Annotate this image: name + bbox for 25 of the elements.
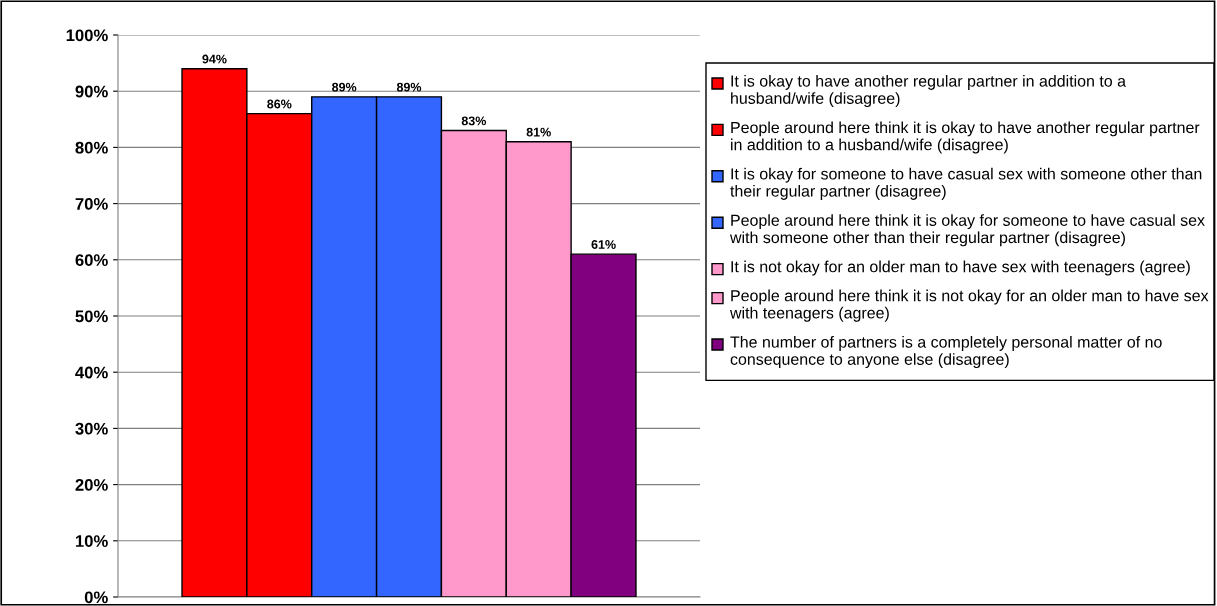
y-tick-label: 30%	[75, 422, 108, 435]
data-label: 83%	[461, 116, 487, 126]
data-label: 89%	[332, 82, 357, 92]
y-tick-label: 0%	[84, 591, 108, 604]
y-tick-label: 10%	[75, 535, 108, 547]
data-label: 94%	[202, 54, 227, 64]
legend-label: It is okay for someone to have casual sex with someone other than their regular partner (disagree)	[730, 167, 1202, 200]
data-label: 89%	[396, 82, 422, 92]
data-label: 61%	[591, 240, 616, 249]
y-tick-label: 60%	[75, 254, 108, 266]
legend-label: It is okay to have another regular partner in addition to a husband/wife (disagree)	[731, 75, 1126, 108]
legend-label: It is not okay for an older man to have sex with teenagers (agree)	[731, 260, 1190, 276]
legend-label: People around here think it is okay for someone to have casual sex with someone other than their regular partner (disagree)	[729, 214, 1205, 247]
y-tick-label: 90%	[75, 85, 108, 98]
y-tick-label: 20%	[75, 479, 108, 491]
legend-label: The number of partners is a completely personal matter of no consequence to anyone else (disagree)	[730, 336, 1162, 369]
y-tick-label: 80%	[75, 141, 108, 154]
legend-label: People around here think it is okay to have another regular partner in addition to a husband/wife (disagree)	[731, 121, 1200, 154]
y-tick-label: 100%	[66, 29, 108, 42]
data-label: 81%	[526, 127, 551, 137]
y-tick-label: 50%	[75, 310, 108, 323]
data-label: 86%	[267, 99, 292, 109]
y-tick-label: 70%	[75, 198, 108, 210]
y-tick-label: 40%	[75, 366, 108, 379]
legend-label: People around here think it is not okay for an older man to have sex with teenagers (agree)	[729, 289, 1209, 322]
